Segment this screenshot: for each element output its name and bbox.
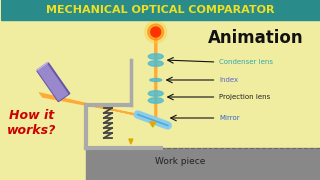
Text: Projection lens: Projection lens <box>220 94 271 100</box>
Circle shape <box>148 24 164 40</box>
Polygon shape <box>150 122 156 127</box>
Bar <box>1 0 320 20</box>
Ellipse shape <box>148 61 163 66</box>
Polygon shape <box>129 139 133 144</box>
Polygon shape <box>37 62 70 102</box>
Ellipse shape <box>148 91 163 96</box>
Ellipse shape <box>148 98 163 103</box>
Text: MECHANICAL OPTICAL COMPARATOR: MECHANICAL OPTICAL COMPARATOR <box>46 5 275 15</box>
Polygon shape <box>38 64 68 100</box>
Text: Work piece: Work piece <box>156 158 206 166</box>
Text: Condenser lens: Condenser lens <box>220 59 274 65</box>
Text: Index: Index <box>220 77 239 83</box>
Circle shape <box>145 21 167 43</box>
Text: How it: How it <box>9 109 54 122</box>
Ellipse shape <box>150 78 162 82</box>
Text: works?: works? <box>7 123 56 136</box>
Bar <box>86 148 320 180</box>
Text: Animation: Animation <box>207 29 303 47</box>
Text: Mirror: Mirror <box>220 115 240 121</box>
Ellipse shape <box>148 54 163 59</box>
Circle shape <box>151 27 161 37</box>
